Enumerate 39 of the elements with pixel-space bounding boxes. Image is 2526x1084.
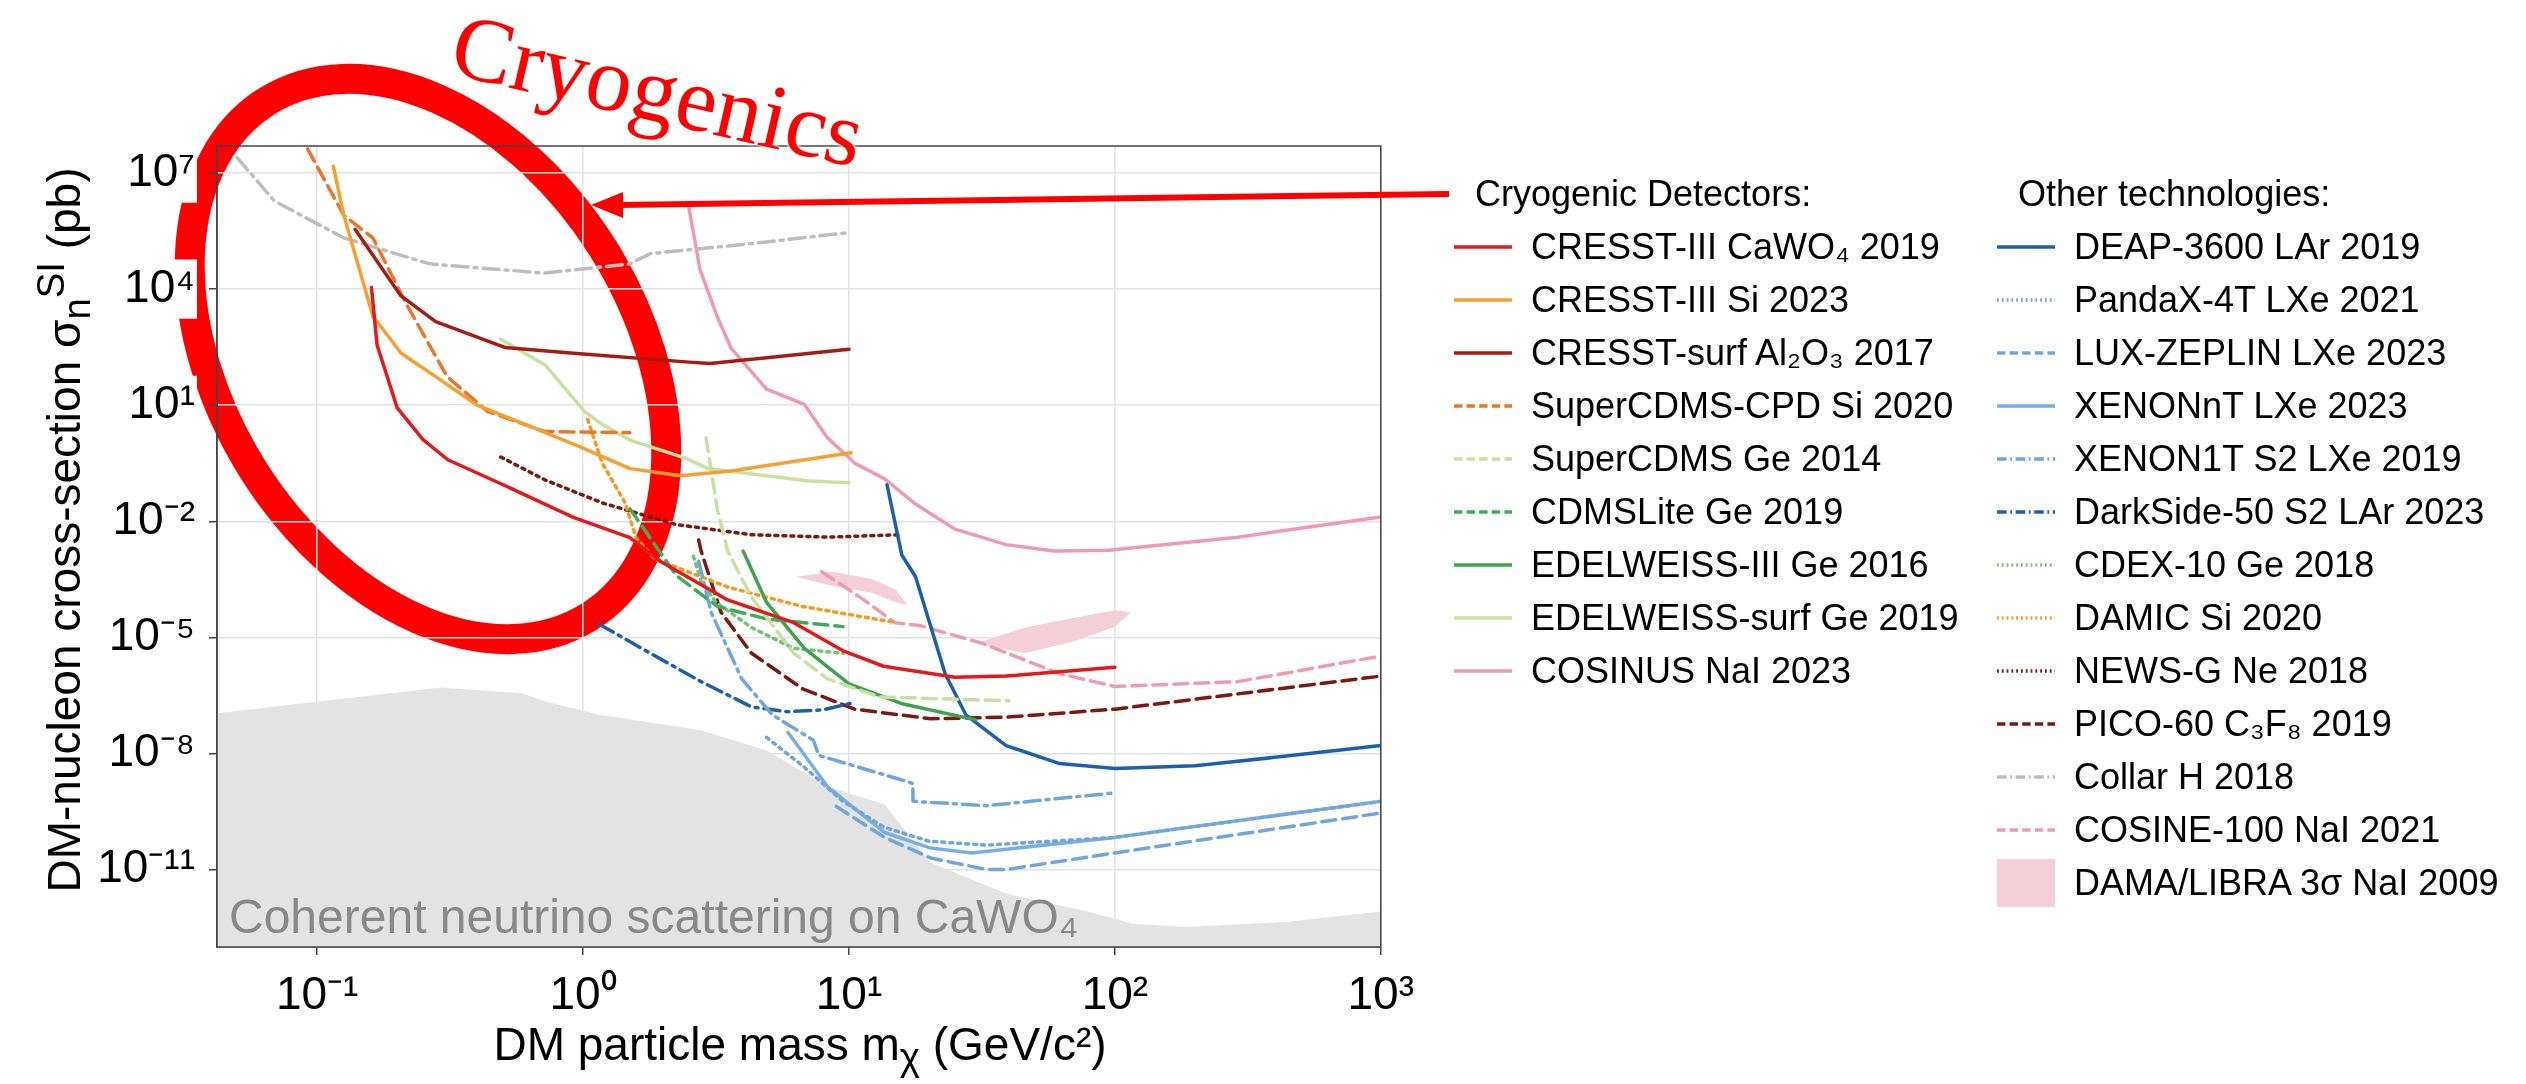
legend-label: DarkSide-50 S2 LAr 2023 [2074,490,2485,533]
x-tick-label: 10³ [1347,967,1414,1020]
legend-label: CRESST-III Si 2023 [1531,278,1850,321]
x-tick-label: 10⁻¹ [275,967,359,1020]
x-axis-title: DM particle mass m$_{χ}$ (GeV/c²) [493,1017,1107,1079]
legend-label: LUX-ZEPLIN LXe 2023 [2074,331,2447,374]
legend-label: PandaX-4T LXe 2021 [2074,278,2420,321]
text: Other technologies: [2018,173,2331,214]
y-tick-label: 10⁻² [112,492,195,545]
y-tick-label: 10⁷ [127,143,195,196]
legend-label: COSINUS NaI 2023 [1531,649,1852,692]
legend-label: XENONnT LXe 2023 [2074,384,2408,427]
legend-label: CDMSLite Ge 2019 [1531,490,1844,533]
series-label: Coherent neutrino scattering on CaWO₄ [229,890,1079,943]
y-tick-label: 10⁻¹¹ [97,840,195,893]
y-tick-label: 10⁴ [124,259,195,312]
legend-label: DAMA/LIBRA 3σ NaI 2009 [2074,861,2499,904]
legend-label: XENON1T S2 LXe 2019 [2074,437,2462,480]
y-tick-label: 10¹ [128,375,195,428]
x-tick-label: 10² [1081,967,1149,1020]
legend-label: DAMIC Si 2020 [2074,596,2323,639]
y-tick-label: 10⁻⁵ [108,608,195,661]
legend-label: SuperCDMS Ge 2014 [1531,437,1882,480]
legend-label: Collar H 2018 [2074,755,2295,798]
legend-label: EDELWEISS-surf Ge 2019 [1531,596,1959,639]
legend-label: NEWS-G Ne 2018 [2074,649,2369,692]
legend-label: COSINE-100 NaI 2021 [2074,808,2441,851]
legend-label: CDEX-10 Ge 2018 [2074,543,2375,586]
legend-label: DEAP-3600 LAr 2019 [2074,225,2421,268]
annotation: Cryogenics [441,0,875,189]
legend-label: CRESST-surf Al₂O₃ 2017 [1531,331,1934,374]
legend-label: EDELWEISS-III Ge 2016 [1531,543,1929,586]
legend-label: CRESST-III CaWO₄ 2019 [1531,225,1940,268]
x-tick-label: 10⁰ [549,967,617,1020]
x-tick-label: 10¹ [815,967,883,1020]
text: Cryogenic Detectors: [1475,173,1812,214]
legend-label: SuperCDMS-CPD Si 2020 [1531,384,1954,427]
y-tick-label: 10⁻⁸ [108,724,195,777]
legend-label: PICO-60 C₃F₈ 2019 [2074,702,2392,745]
